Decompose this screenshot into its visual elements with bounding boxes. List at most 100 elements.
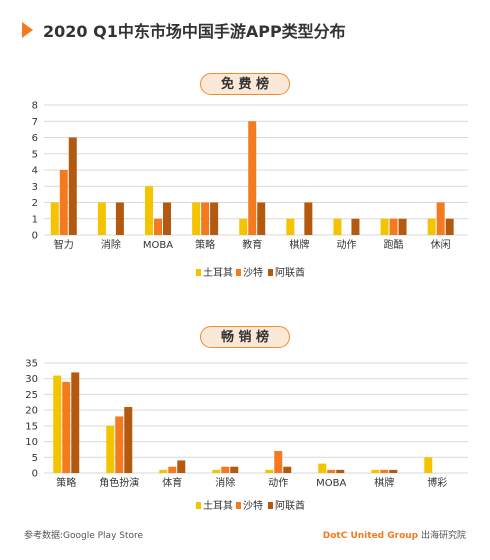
legend-swatch	[236, 269, 241, 276]
footer-brand-suffix: 出海研究院	[420, 531, 466, 541]
y-tick-label: 35	[25, 359, 38, 370]
y-tick-label: 0	[32, 231, 38, 242]
bar-0	[53, 375, 62, 473]
bar-2	[163, 202, 172, 235]
footer-brand: DotC United Group 出海研究院	[323, 528, 466, 541]
bar-0	[192, 202, 201, 235]
bar-2	[71, 372, 80, 473]
bar-1	[221, 466, 230, 473]
bar-1	[154, 218, 163, 235]
bar-0	[265, 469, 274, 473]
y-tick-label: 6	[32, 133, 38, 144]
legend-label: 阿联酋	[275, 499, 305, 512]
legend-swatch	[196, 269, 201, 276]
bar-0	[97, 202, 106, 235]
x-tick-label: 消除	[101, 238, 121, 251]
bar-2	[124, 407, 133, 473]
footer-brand-name: DotC United Group	[322, 531, 419, 541]
chart-title-grossing: 畅 销 榜	[200, 326, 290, 348]
bar-0	[333, 218, 342, 235]
bar-0	[50, 202, 59, 235]
bar-1	[115, 416, 124, 473]
bar-2	[257, 202, 266, 235]
bar-0	[159, 469, 168, 473]
legend-swatch	[196, 502, 201, 509]
x-tick-label: 休闲	[431, 238, 451, 251]
x-tick-label: 策略	[195, 238, 215, 251]
x-tick-label: 动作	[268, 477, 288, 489]
legend-label: 沙特	[243, 500, 263, 512]
x-tick-label: 跑酷	[384, 238, 404, 251]
bar-2	[398, 218, 407, 235]
bar-1	[248, 121, 257, 235]
bar-0	[106, 425, 115, 473]
y-tick-label: 0	[32, 469, 38, 480]
bar-2	[304, 202, 313, 235]
bar-1	[59, 170, 68, 235]
header: 2020 Q1中东市场中国手游APP类型分布	[22, 18, 346, 42]
bar-2	[336, 469, 345, 473]
chart-title-free: 免 费 榜	[200, 73, 290, 95]
legend-swatch	[268, 502, 273, 509]
bar-2	[68, 137, 77, 235]
x-tick-label: 教育	[242, 238, 262, 251]
bar-0	[427, 218, 436, 235]
x-tick-label: 消除	[215, 476, 235, 489]
bar-2	[389, 469, 398, 473]
bar-1	[380, 469, 389, 473]
bar-2	[210, 202, 219, 235]
bar-1	[436, 202, 445, 235]
bar-2	[445, 218, 454, 235]
x-tick-label: 角色扮演	[99, 476, 139, 489]
bar-0	[318, 463, 327, 473]
bar-0	[424, 457, 433, 473]
y-tick-label: 8	[32, 101, 38, 112]
bar-1	[168, 466, 177, 473]
legend-label: 土耳其	[203, 266, 233, 279]
bar-1	[389, 218, 398, 235]
y-tick-label: 2	[32, 198, 38, 209]
legend-label: 沙特	[243, 267, 263, 279]
triangle-marker-icon	[22, 22, 33, 38]
y-tick-label: 25	[25, 390, 38, 401]
footer-source: 参考数据:Google Play Store	[24, 531, 144, 541]
y-tick-label: 4	[32, 166, 38, 177]
y-tick-label: 5	[32, 453, 38, 464]
bar-0	[286, 218, 295, 235]
legend-label: 阿联酋	[275, 266, 305, 279]
bar-2	[115, 202, 124, 235]
bar-2	[351, 218, 360, 235]
page-title: 2020 Q1中东市场中国手游APP类型分布	[43, 22, 346, 41]
y-tick-label: 3	[32, 182, 38, 193]
bar-2	[283, 466, 292, 473]
bar-0	[239, 218, 248, 235]
legend-label: 土耳其	[203, 499, 233, 512]
x-tick-label: 博彩	[427, 476, 447, 489]
x-tick-label: MOBA	[316, 478, 346, 489]
bar-0	[145, 186, 154, 235]
x-tick-label: 智力	[54, 238, 74, 251]
y-tick-label: 20	[25, 406, 38, 417]
bar-0	[212, 469, 221, 473]
y-tick-label: 10	[25, 437, 38, 448]
x-tick-label: 策略	[56, 476, 76, 489]
bar-1	[274, 451, 283, 473]
x-tick-label: MOBA	[143, 240, 173, 251]
legend-swatch	[268, 269, 273, 276]
bar-1	[327, 469, 336, 473]
y-tick-label: 7	[32, 117, 38, 128]
x-tick-label: 棋牌	[374, 476, 394, 489]
bar-2	[177, 460, 186, 473]
bar-0	[371, 469, 380, 473]
legend-swatch	[236, 502, 241, 509]
x-tick-label: 动作	[336, 239, 356, 251]
bar-1	[62, 381, 71, 473]
y-tick-label: 15	[25, 421, 38, 432]
bar-2	[230, 466, 239, 473]
bar-0	[380, 218, 389, 235]
y-tick-label: 30	[25, 374, 38, 385]
y-tick-label: 5	[32, 149, 38, 160]
y-tick-label: 1	[32, 214, 38, 225]
x-tick-label: 体育	[162, 476, 182, 489]
